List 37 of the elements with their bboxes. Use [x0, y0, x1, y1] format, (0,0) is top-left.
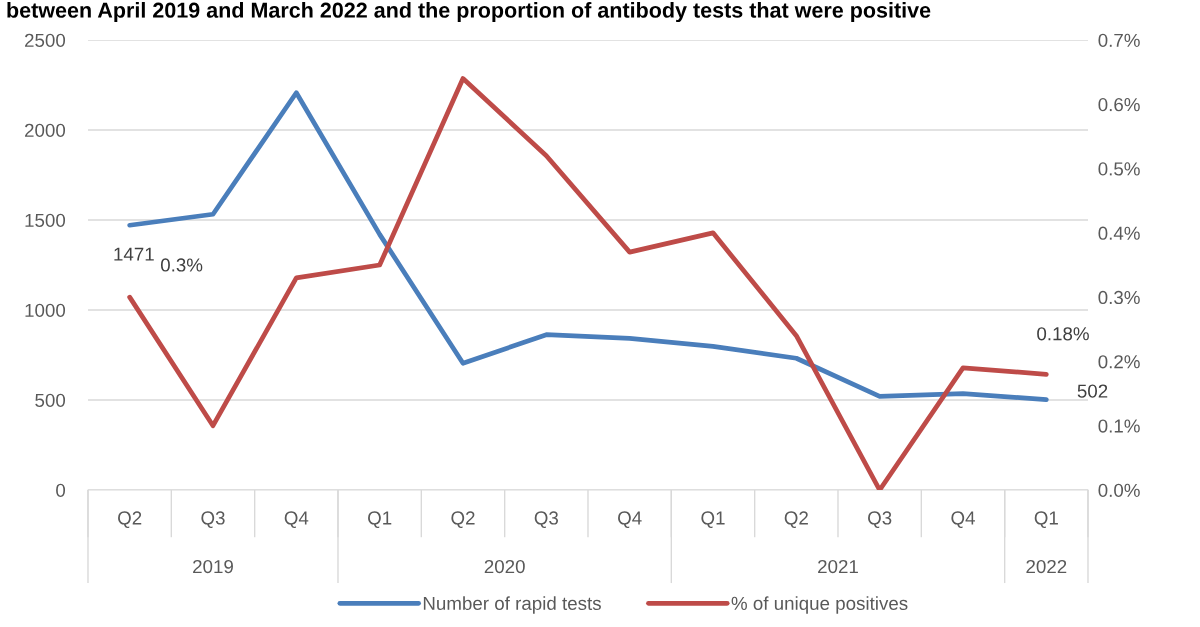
data-label: 0.18%: [1037, 327, 1089, 341]
x-tick-label: Q4: [618, 511, 642, 528]
y2-tick-label: 0.4%: [1098, 226, 1140, 240]
text: 2019: [193, 559, 233, 574]
x-tick-label: Q3: [868, 511, 892, 528]
y-tick-label: 1000: [25, 303, 66, 317]
x-tick-label: Q2: [451, 511, 475, 528]
x-tick-label: Q3: [201, 511, 225, 528]
y2-tick-label: 0.6%: [1098, 97, 1140, 112]
text: 2021: [818, 559, 858, 574]
x-tick-label: Q2: [784, 511, 808, 528]
y-tick-label: 500: [35, 393, 66, 407]
text: 2022: [1026, 559, 1067, 574]
text: 2020: [484, 559, 525, 574]
y-tick-label: 2500: [25, 33, 66, 47]
y2-tick-label: 0.1%: [1098, 419, 1140, 433]
data-label: 0.3%: [160, 258, 203, 272]
data-label: 502: [1077, 384, 1108, 398]
x-tick-label: Q1: [1034, 511, 1058, 528]
y2-tick-label: 0.7%: [1098, 33, 1140, 47]
y-tick-label: 2000: [25, 123, 66, 137]
chart-title: between April 2019 and March 2022 and the proportion of antibody tests that were positive: [7, 2, 931, 23]
y2-tick-label: 0.5%: [1098, 162, 1140, 176]
x-tick-label: Q4: [951, 511, 975, 528]
x-tick-label: Q1: [701, 511, 725, 528]
x-tick-label: Q3: [534, 511, 559, 528]
y-tick-label: 0: [56, 483, 66, 497]
legend-label: % of unique positives: [731, 596, 908, 614]
x-tick-label: Q1: [368, 511, 392, 528]
legend-label: Number of rapid tests: [423, 596, 601, 614]
y2-tick-label: 0.0%: [1098, 483, 1140, 497]
data-label: 1471: [114, 247, 154, 261]
y-tick-label: 1500: [25, 213, 66, 227]
x-tick-label: Q2: [118, 511, 142, 528]
x-tick-label: Q4: [284, 511, 309, 528]
y2-tick-label: 0.2%: [1098, 355, 1140, 369]
y2-tick-label: 0.3%: [1098, 290, 1140, 305]
